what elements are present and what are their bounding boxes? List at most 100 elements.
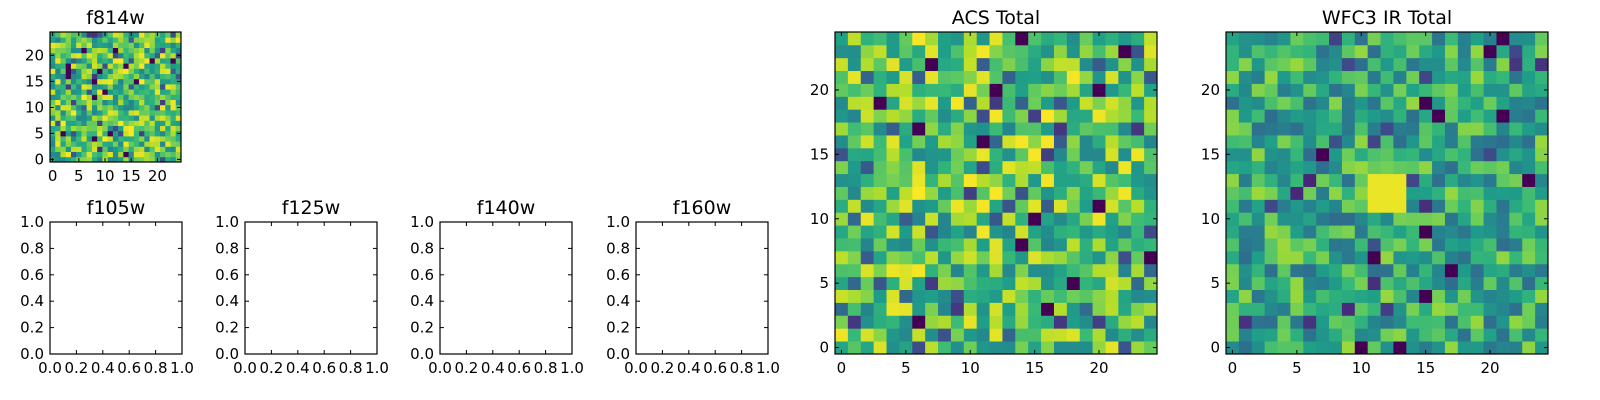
heatmap-cell bbox=[139, 146, 145, 152]
heatmap-cell bbox=[65, 94, 72, 100]
heatmap-cell bbox=[128, 52, 135, 59]
heatmap-cell bbox=[144, 89, 150, 95]
heatmap-cell bbox=[97, 146, 103, 152]
heatmap-cell bbox=[1041, 96, 1055, 110]
heatmap-cell bbox=[873, 44, 887, 59]
heatmap-cell bbox=[1496, 302, 1510, 316]
heatmap-cell bbox=[60, 37, 67, 43]
heatmap-cell bbox=[1226, 83, 1240, 97]
heatmap-cell bbox=[76, 47, 82, 54]
heatmap-cell bbox=[1105, 341, 1119, 355]
heatmap-cell bbox=[133, 78, 140, 85]
heatmap-cell bbox=[139, 136, 145, 142]
heatmap-cell bbox=[1041, 263, 1055, 278]
heatmap-cell bbox=[1264, 147, 1278, 162]
heatmap-cell bbox=[118, 104, 124, 111]
heatmap-cell bbox=[55, 110, 61, 116]
heatmap-cell bbox=[899, 135, 913, 149]
heatmap-cell bbox=[847, 173, 862, 187]
heatmap-cell bbox=[97, 110, 103, 116]
heatmap-cell bbox=[1341, 160, 1356, 175]
heatmap-cell bbox=[1041, 250, 1055, 265]
heatmap-cell bbox=[1509, 147, 1523, 162]
heatmap-cell bbox=[1496, 44, 1510, 59]
heatmap-cell bbox=[1264, 199, 1278, 213]
heatmap-cell bbox=[160, 141, 166, 147]
heatmap-cell bbox=[1522, 263, 1536, 278]
heatmap-cell bbox=[1226, 238, 1240, 252]
heatmap-cell bbox=[1367, 289, 1381, 303]
heatmap-cell bbox=[139, 68, 145, 74]
heatmap-cell bbox=[81, 104, 88, 111]
heatmap-cell bbox=[1251, 122, 1266, 136]
heatmap-cell bbox=[1432, 70, 1446, 84]
heatmap-cell bbox=[1316, 302, 1330, 316]
heatmap-cell bbox=[133, 42, 140, 48]
heatmap-cell bbox=[1419, 250, 1433, 265]
heatmap-cell bbox=[1028, 341, 1042, 355]
heatmap-cell bbox=[1092, 186, 1106, 200]
heatmap-cell bbox=[1457, 328, 1472, 342]
heatmap-cell bbox=[1028, 109, 1042, 123]
heatmap-cell bbox=[149, 94, 156, 100]
heatmap-cell bbox=[976, 238, 990, 252]
heatmap-cell bbox=[1432, 122, 1446, 136]
heatmap-cell bbox=[1303, 173, 1317, 187]
heatmap-cell bbox=[1079, 186, 1093, 200]
heatmap-cell bbox=[60, 156, 67, 163]
heatmap-cell bbox=[1264, 173, 1278, 187]
heatmap-cell bbox=[149, 141, 156, 147]
heatmap-cell bbox=[1092, 44, 1106, 59]
heatmap-cell bbox=[102, 37, 109, 43]
heatmap-cell bbox=[1290, 199, 1304, 213]
heatmap-cell bbox=[123, 156, 129, 163]
heatmap-cell bbox=[860, 199, 875, 213]
heatmap-cell bbox=[1380, 212, 1394, 226]
heatmap-cell bbox=[81, 78, 88, 85]
heatmap-cell bbox=[1144, 160, 1158, 175]
heatmap-cell bbox=[976, 44, 990, 59]
heatmap-cell bbox=[989, 341, 1003, 355]
heatmap-cell bbox=[144, 73, 150, 80]
heatmap-cell bbox=[1470, 32, 1484, 46]
x-tick-label: 1.0 bbox=[756, 359, 780, 377]
heatmap-cell bbox=[1535, 83, 1549, 97]
heatmap-cell bbox=[91, 115, 98, 121]
heatmap-cell bbox=[165, 146, 171, 152]
heatmap-cell bbox=[1316, 328, 1330, 342]
heatmap-cell bbox=[149, 115, 156, 121]
heatmap-cell bbox=[1483, 173, 1497, 187]
heatmap-cell bbox=[1367, 186, 1381, 200]
x-tick-label: 15 bbox=[1025, 359, 1044, 377]
heatmap-cell bbox=[847, 276, 862, 290]
heatmap-cell bbox=[1535, 276, 1549, 290]
heatmap-cell bbox=[1432, 212, 1446, 226]
heatmap-cell bbox=[170, 130, 177, 137]
heatmap-cell bbox=[1496, 328, 1510, 342]
heatmap-cell bbox=[1419, 302, 1433, 316]
heatmap-cell bbox=[1041, 199, 1055, 213]
heatmap-cell bbox=[1329, 186, 1343, 200]
heatmap-cell bbox=[1393, 173, 1407, 187]
heatmap-cell bbox=[1535, 289, 1549, 303]
heatmap-cell bbox=[107, 115, 114, 121]
heatmap-cell bbox=[1290, 109, 1304, 123]
heatmap-cell bbox=[112, 130, 119, 137]
heatmap-cell bbox=[60, 99, 67, 106]
heatmap-cell bbox=[97, 32, 103, 38]
heatmap-cell bbox=[107, 68, 114, 74]
heatmap-cell bbox=[835, 315, 849, 329]
heatmap-cell bbox=[1144, 328, 1158, 342]
heatmap-cell bbox=[1015, 83, 1029, 97]
heatmap-cell bbox=[107, 151, 114, 158]
heatmap-cell bbox=[1393, 122, 1407, 136]
heatmap-cell bbox=[50, 58, 56, 64]
heatmap-cell bbox=[1277, 289, 1291, 303]
heatmap-cell bbox=[149, 37, 156, 43]
heatmap-cell bbox=[102, 73, 109, 80]
heatmap-cell bbox=[1303, 238, 1317, 252]
heatmap-cell bbox=[1367, 160, 1381, 175]
heatmap-cell bbox=[1002, 83, 1016, 97]
heatmap-cell bbox=[1028, 199, 1042, 213]
heatmap-cell bbox=[86, 47, 93, 54]
